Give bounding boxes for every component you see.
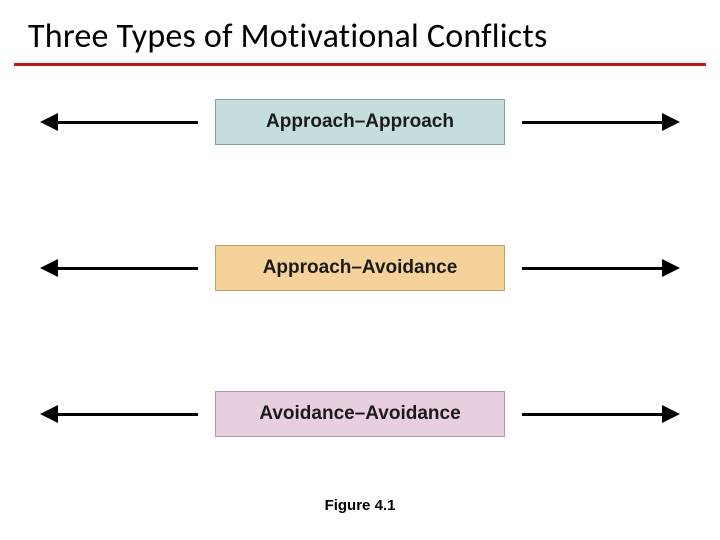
arrowhead-icon	[662, 113, 680, 131]
title-underline	[14, 63, 706, 66]
arrow-right-icon	[522, 259, 680, 277]
conflict-box-approach-avoidance: Approach–Avoidance	[215, 245, 505, 291]
conflict-row: Approach–Avoidance	[40, 240, 680, 296]
conflict-box-avoidance-avoidance: Avoidance–Avoidance	[215, 391, 505, 437]
arrow-left-icon	[40, 113, 198, 131]
arrowhead-icon	[40, 113, 58, 131]
conflict-box-approach-approach: Approach–Approach	[215, 99, 505, 145]
arrow-left-icon	[40, 405, 198, 423]
arrow-shaft	[522, 413, 662, 416]
arrow-shaft	[58, 413, 198, 416]
arrow-left-icon	[40, 259, 198, 277]
arrowhead-icon	[662, 259, 680, 277]
arrow-shaft	[58, 121, 198, 124]
conflict-row: Approach–Approach	[40, 94, 680, 150]
figure-caption: Figure 4.1	[0, 497, 720, 514]
arrowhead-icon	[40, 405, 58, 423]
arrow-shaft	[522, 267, 662, 270]
arrow-shaft	[58, 267, 198, 270]
arrow-right-icon	[522, 113, 680, 131]
page-title: Three Types of Motivational Conflicts	[0, 0, 720, 63]
arrowhead-icon	[40, 259, 58, 277]
conflict-row: Avoidance–Avoidance	[40, 386, 680, 442]
arrow-right-icon	[522, 405, 680, 423]
diagram-area: Approach–Approach Approach–Avoidance Avo…	[0, 94, 720, 442]
arrowhead-icon	[662, 405, 680, 423]
arrow-shaft	[522, 121, 662, 124]
